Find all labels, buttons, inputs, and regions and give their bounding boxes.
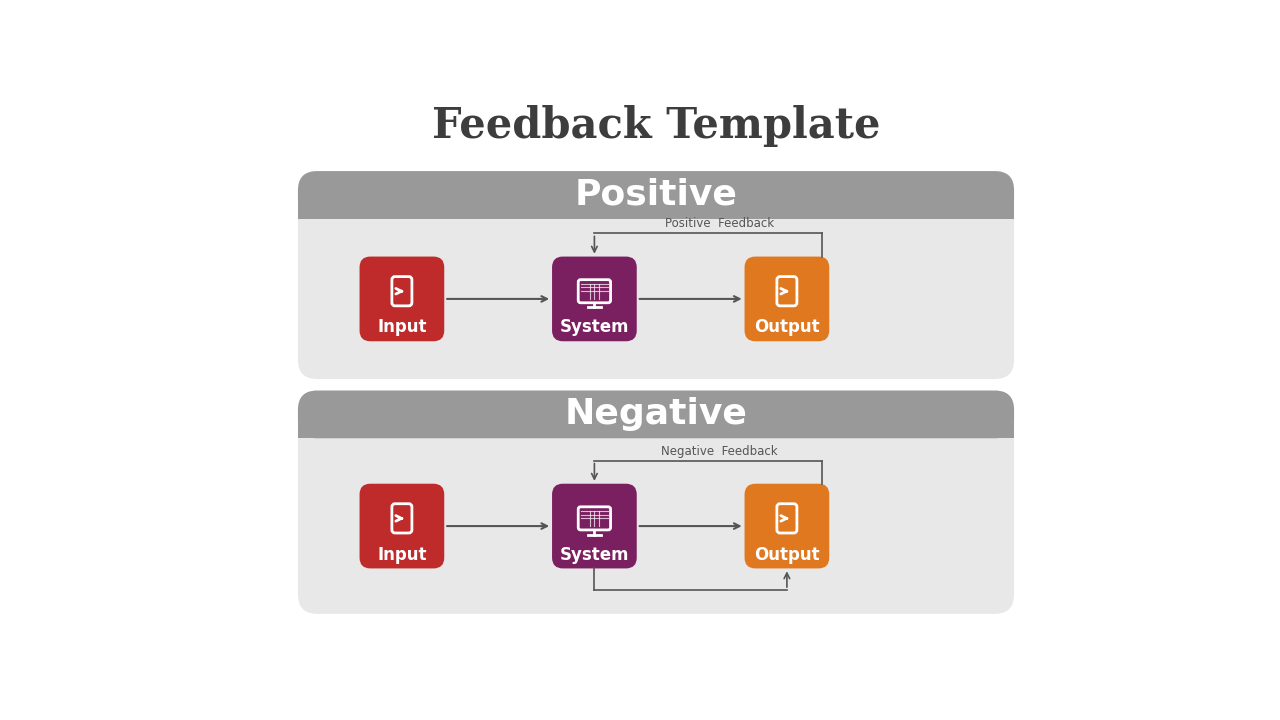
FancyBboxPatch shape <box>552 484 636 568</box>
FancyBboxPatch shape <box>360 256 444 341</box>
Text: Positive  Feedback: Positive Feedback <box>666 217 774 230</box>
FancyBboxPatch shape <box>745 484 829 568</box>
FancyBboxPatch shape <box>298 171 1014 219</box>
FancyBboxPatch shape <box>552 256 636 341</box>
Text: Output: Output <box>754 546 819 564</box>
Text: Negative: Negative <box>564 397 748 431</box>
Text: Positive: Positive <box>575 178 737 212</box>
FancyBboxPatch shape <box>298 415 1014 438</box>
FancyBboxPatch shape <box>360 484 444 568</box>
Text: Output: Output <box>754 318 819 336</box>
FancyBboxPatch shape <box>298 171 1014 379</box>
FancyBboxPatch shape <box>298 195 1014 219</box>
Text: Feedback Template: Feedback Template <box>431 105 881 148</box>
Text: System: System <box>559 318 630 336</box>
FancyBboxPatch shape <box>298 390 1014 614</box>
FancyBboxPatch shape <box>298 390 1014 438</box>
Text: Input: Input <box>378 546 426 564</box>
FancyBboxPatch shape <box>745 256 829 341</box>
Text: Input: Input <box>378 318 426 336</box>
Text: Negative  Feedback: Negative Feedback <box>662 444 778 457</box>
Text: System: System <box>559 546 630 564</box>
